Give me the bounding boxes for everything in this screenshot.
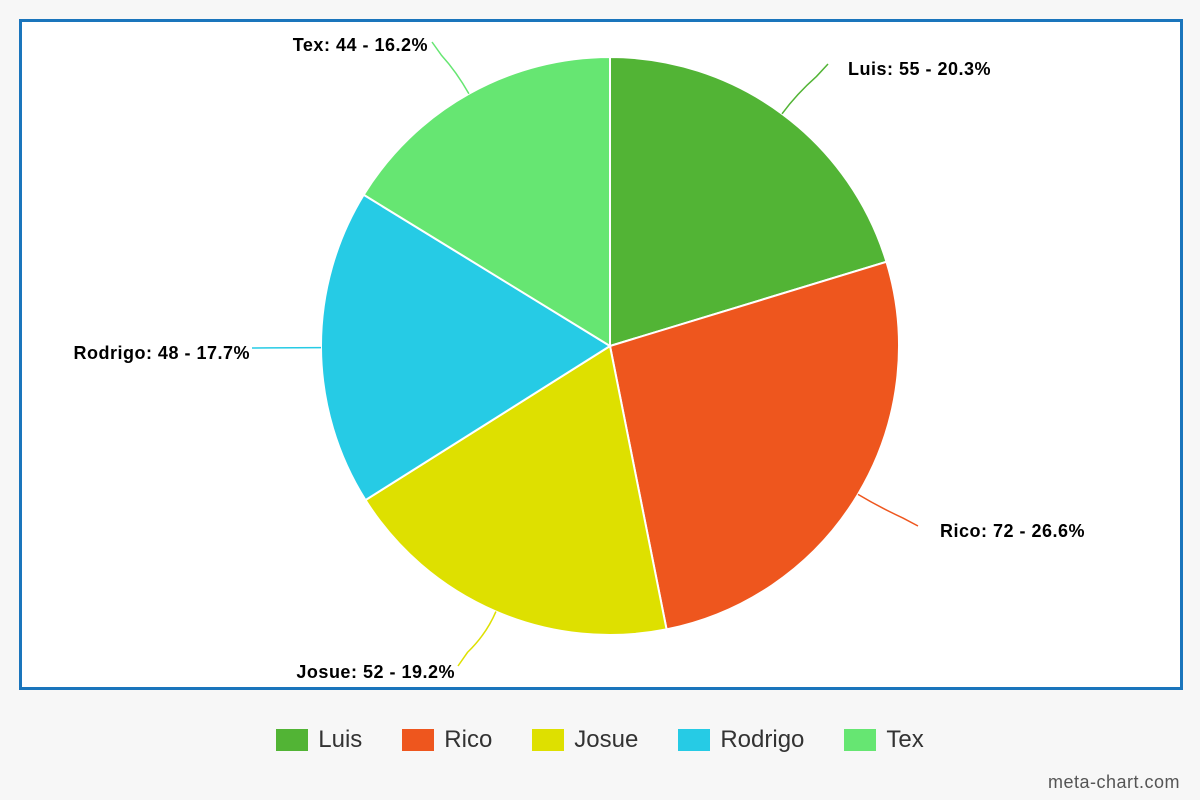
legend-label-rico: Rico — [444, 726, 493, 753]
legend-item-josue[interactable]: Josue — [532, 726, 638, 754]
legend-label-rodrigo: Rodrigo — [720, 726, 805, 753]
legend-label-josue: Josue — [574, 726, 639, 753]
label-connectors — [251, 41, 919, 667]
legend: Luis Rico Josue Rodrigo Tex — [0, 722, 1200, 758]
legend-item-rodrigo[interactable]: Rodrigo — [678, 726, 804, 754]
connector-luis — [781, 63, 829, 115]
pie-slice-rodrigo[interactable] — [320, 193, 612, 502]
legend-swatch-rodrigo — [678, 729, 711, 751]
watermark[interactable]: meta-chart.com — [1047, 772, 1180, 792]
legend-swatch-rico — [402, 729, 435, 751]
pie-slice-tex[interactable] — [362, 55, 611, 348]
pie-slice-luis[interactable] — [609, 55, 888, 348]
slice-label-josue: Josue: 52 - 19.2% — [296, 662, 455, 682]
legend-item-rico[interactable]: Rico — [402, 726, 492, 754]
pie-slice-rico[interactable] — [608, 260, 900, 631]
slice-label-tex: Tex: 44 - 16.2% — [293, 35, 428, 55]
pie-slices — [320, 55, 900, 636]
legend-swatch-josue — [532, 729, 565, 751]
slice-labels: Luis: 55 - 20.3% Rico: 72 - 26.6% Josue: 5… — [73, 35, 1085, 682]
connector-tex — [431, 41, 470, 95]
legend-label-luis: Luis — [318, 726, 363, 753]
legend-swatch-tex — [844, 729, 877, 751]
legend-swatch-luis — [276, 729, 309, 751]
slice-label-luis: Luis: 55 - 20.3% — [848, 59, 991, 79]
legend-item-luis[interactable]: Luis — [276, 726, 362, 754]
legend-label-tex: Tex — [886, 726, 924, 753]
connector-rico — [857, 493, 919, 527]
pie-slice-josue[interactable] — [364, 344, 668, 636]
legend-item-tex[interactable]: Tex — [844, 726, 924, 754]
slice-label-rodrigo: Rodrigo: 48 - 17.7% — [73, 343, 250, 363]
slice-label-rico: Rico: 72 - 26.6% — [940, 521, 1085, 541]
connector-josue — [457, 611, 497, 667]
